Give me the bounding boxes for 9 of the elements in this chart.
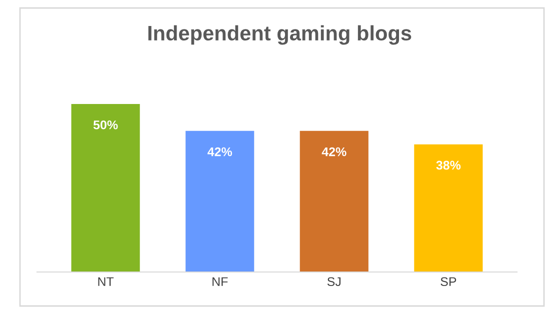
x-tick-label: SJ [327, 277, 341, 286]
data-label: 50% [93, 120, 118, 130]
data-label: 38% [436, 160, 461, 170]
x-tick-label: SP [440, 277, 456, 286]
data-label: 42% [208, 147, 232, 156]
x-tick-label: NF [212, 277, 228, 286]
data-label: 42% [322, 147, 346, 156]
x-tick-label: NT [98, 277, 114, 286]
chart-title: Independent gaming blogs [148, 25, 412, 45]
